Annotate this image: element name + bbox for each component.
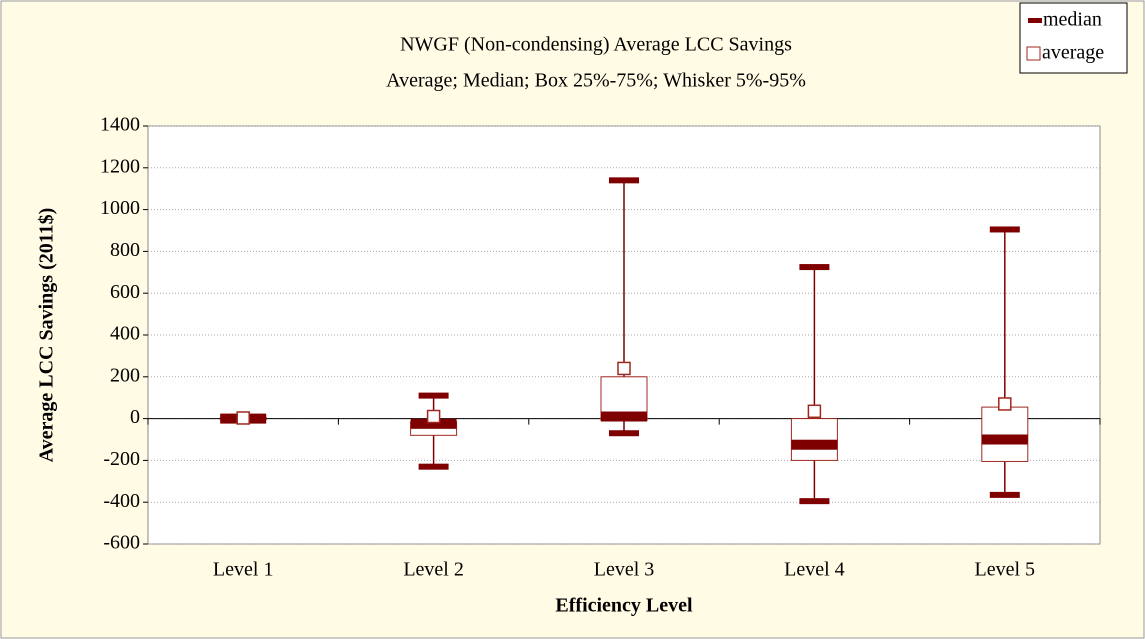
x-tick-label: Level 1 — [213, 559, 274, 581]
x-tick-label: Level 5 — [975, 559, 1036, 581]
median — [410, 418, 457, 429]
whisker-cap — [799, 264, 830, 271]
average — [998, 397, 1012, 411]
legend — [1019, 2, 1128, 74]
median — [791, 439, 838, 450]
y-tick-label: 800 — [110, 239, 140, 261]
whisker-cap — [799, 498, 830, 505]
x-axis-label: Efficiency Level — [555, 595, 693, 617]
y-tick-label: -200 — [103, 448, 140, 470]
y-tick-label: 200 — [110, 364, 140, 386]
box — [790, 418, 838, 461]
y-tick-label: 1200 — [100, 155, 140, 177]
y-tick-label: -600 — [103, 532, 140, 554]
x-tick-label: Level 4 — [784, 559, 845, 581]
legend-label: average — [1042, 42, 1104, 64]
x-tick-label: Level 2 — [403, 559, 464, 581]
median — [601, 411, 647, 422]
whisker-cap — [609, 430, 639, 437]
legend-average-swatch — [1026, 46, 1041, 61]
legend-label: median — [1043, 9, 1102, 31]
y-tick-label: 0 — [130, 406, 140, 428]
whisker-cap — [989, 226, 1020, 233]
average — [426, 409, 441, 424]
y-tick-label: 600 — [110, 281, 140, 303]
box — [981, 406, 1029, 462]
average — [807, 404, 822, 419]
y-axis-label: Average LCC Savings (2011$) — [36, 208, 58, 463]
chart-subtitle: Average; Median; Box 25%-75%; Whisker 5%… — [386, 70, 806, 92]
average — [236, 411, 250, 425]
whisker-cap — [989, 491, 1020, 498]
whisker-cap — [418, 463, 449, 470]
whisker-cap — [609, 177, 639, 184]
average — [617, 361, 631, 376]
legend-median-swatch — [1028, 18, 1042, 23]
y-tick-label: -400 — [103, 490, 140, 512]
y-tick-label: 400 — [110, 323, 140, 345]
x-tick-label: Level 3 — [594, 559, 655, 581]
chart-title: NWGF (Non-condensing) Average LCC Saving… — [400, 34, 792, 56]
median — [981, 434, 1028, 445]
y-tick-label: 1000 — [100, 197, 140, 219]
y-tick-label: 1400 — [100, 114, 140, 136]
whisker-cap — [418, 392, 449, 399]
